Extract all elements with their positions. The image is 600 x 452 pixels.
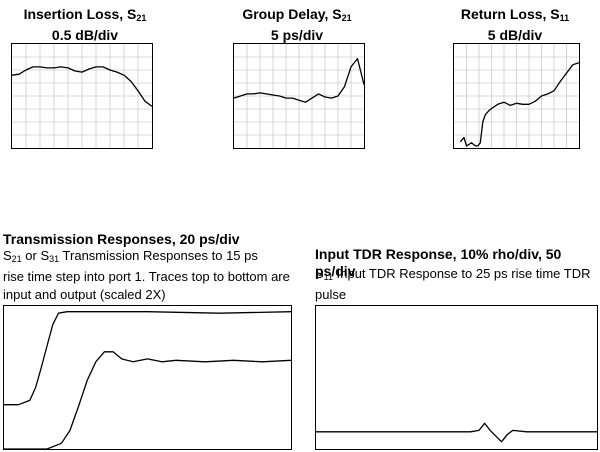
il-title-main: Insertion Loss, S xyxy=(23,6,137,22)
transmission-svg xyxy=(4,311,291,449)
transmission-title: Transmission Responses, 20 ps/div xyxy=(3,231,240,247)
return-loss-title: Return Loss, S11 5 dB/div xyxy=(430,6,600,44)
transmission-plot xyxy=(3,305,292,450)
tr-cap-s31: 31 xyxy=(49,254,60,264)
tdr-cap-rest1: Input TDR Response to 25 ps rise time TD… xyxy=(333,266,591,281)
group-delay-svg xyxy=(234,44,364,148)
gd-scale: 5 ps/div xyxy=(270,27,324,43)
group-delay-title: Group Delay, S21 5 ps/div xyxy=(212,6,382,44)
return-loss-trace-1 xyxy=(459,62,579,147)
il-title-sub: 21 xyxy=(136,13,147,23)
gd-title-sub: 21 xyxy=(341,13,352,23)
tr-cap-s21: 21 xyxy=(11,254,22,264)
tdr-cap-s11: 11 xyxy=(323,272,334,282)
tr-cap-line2: rise time step into port 1. Traces top t… xyxy=(3,269,290,284)
tr-cap-or: or S xyxy=(21,248,50,263)
il-scale: 0.5 dB/div xyxy=(51,27,119,43)
tdr-title: Input TDR Response, 10% rho/div, 50 ps/d… xyxy=(315,246,562,279)
insertion-loss-svg xyxy=(12,44,152,148)
tdr-caption: S11 Input TDR Response to 25 ps rise tim… xyxy=(315,265,600,304)
gd-title-main: Group Delay, S xyxy=(242,6,342,22)
tdr-svg xyxy=(316,422,597,443)
rl-title-main: Return Loss, S xyxy=(460,6,560,22)
transmission-trace-1 xyxy=(4,311,291,406)
tdr-plot xyxy=(315,305,598,450)
rl-title-sub: 11 xyxy=(559,13,570,23)
group-delay-trace-1 xyxy=(234,57,364,103)
tdr-trace-1 xyxy=(316,422,597,443)
insertion-loss-trace-1 xyxy=(12,66,152,107)
return-loss-plot xyxy=(453,43,580,149)
group-delay-plot xyxy=(233,43,365,149)
tr-cap-s: S xyxy=(3,248,12,263)
insertion-loss-plot xyxy=(11,43,153,149)
transmission-trace-2 xyxy=(4,351,291,449)
rl-scale: 5 dB/div xyxy=(487,27,543,43)
return-loss-svg xyxy=(454,44,579,148)
transmission-caption: S21 or S31 Transmission Responses to 15 … xyxy=(3,247,303,304)
tr-cap-line3: input and output (scaled 2X) xyxy=(3,287,166,302)
insertion-loss-title: Insertion Loss, S21 0.5 dB/div xyxy=(0,6,170,44)
tr-cap-rest1: Transmission Responses to 15 ps xyxy=(59,248,258,263)
tdr-cap-s: S xyxy=(315,266,324,281)
tdr-cap-line2: pulse xyxy=(315,287,347,302)
